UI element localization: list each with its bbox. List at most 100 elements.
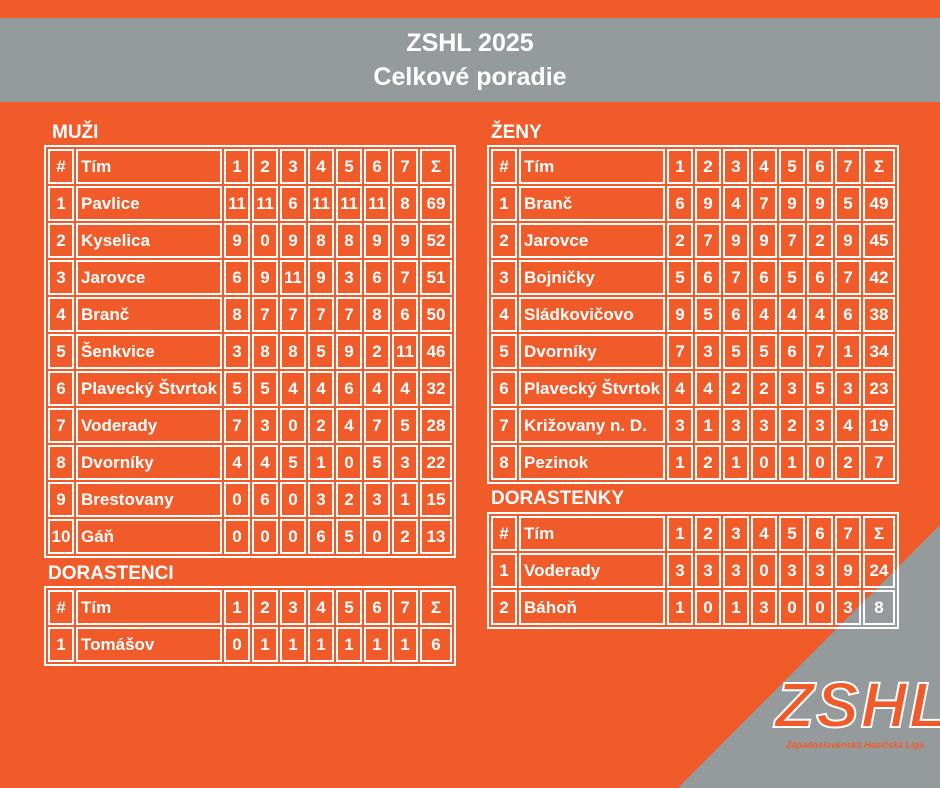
round-score-cell: 9 (308, 260, 334, 295)
round-score-cell: 6 (667, 186, 693, 221)
round-score-cell: 5 (252, 371, 278, 406)
column-header: 7 (392, 149, 418, 184)
round-score-cell: 0 (252, 519, 278, 554)
round-score-cell: 2 (336, 482, 362, 517)
round-score-cell: 2 (779, 408, 805, 443)
round-score-cell: 1 (723, 590, 749, 625)
round-score-cell: 7 (751, 186, 777, 221)
total-cell: 24 (863, 553, 895, 588)
round-score-cell: 8 (252, 334, 278, 369)
round-score-cell: 9 (835, 223, 861, 258)
round-score-cell: 1 (280, 627, 306, 662)
column-header: 1 (667, 149, 693, 184)
round-score-cell: 7 (252, 297, 278, 332)
round-score-cell: 7 (695, 223, 721, 258)
column-header: 4 (751, 516, 777, 551)
total-cell: 46 (420, 334, 452, 369)
column-header: 2 (252, 590, 278, 625)
table-row: 3 Jarovce 6 9 11 9 3 6 7 51 (48, 260, 452, 295)
column-header: 5 (336, 590, 362, 625)
round-score-cell: 4 (280, 371, 306, 406)
round-score-cell: 3 (252, 408, 278, 443)
column-header: 7 (835, 149, 861, 184)
team-cell: Jarovce (519, 223, 665, 258)
total-cell: 38 (863, 297, 895, 332)
round-score-cell: 4 (835, 408, 861, 443)
team-cell: Plavecký Štvrtok (76, 371, 222, 406)
round-score-cell: 4 (779, 297, 805, 332)
header-row: # Tím 1 2 3 4 5 6 7 Σ (491, 149, 895, 184)
round-score-cell: 1 (308, 445, 334, 480)
round-score-cell: 3 (779, 553, 805, 588)
round-score-cell: 5 (835, 186, 861, 221)
total-cell: 6 (420, 627, 452, 662)
round-score-cell: 6 (807, 260, 833, 295)
round-score-cell: 6 (308, 519, 334, 554)
column-header: 3 (280, 590, 306, 625)
table-row: 2 Jarovce 2 7 9 9 7 2 9 45 (491, 223, 895, 258)
round-score-cell: 4 (224, 445, 250, 480)
header: ZSHL 2025 Celkové poradie (0, 18, 940, 102)
round-score-cell: 0 (252, 223, 278, 258)
round-score-cell: 3 (392, 445, 418, 480)
column-header: 3 (723, 149, 749, 184)
round-score-cell: 4 (807, 297, 833, 332)
column-header: 2 (252, 149, 278, 184)
round-score-cell: 0 (336, 445, 362, 480)
column-header: # (491, 516, 517, 551)
rank-cell: 2 (48, 223, 74, 258)
rank-cell: 1 (48, 186, 74, 221)
team-cell: Bojničky (519, 260, 665, 295)
table-row: 10 Gáň 0 0 0 6 5 0 2 13 (48, 519, 452, 554)
team-cell: Šenkvice (76, 334, 222, 369)
table-row: 3 Bojničky 5 6 7 6 5 6 7 42 (491, 260, 895, 295)
round-score-cell: 9 (364, 223, 390, 258)
round-score-cell: 9 (667, 297, 693, 332)
standings-table-zeny: # Tím 1 2 3 4 5 6 7 Σ 1 Branč 6 9 4 7 9 9 5 49 2 Jarovce 2 7 9 9 7… (487, 145, 899, 484)
team-cell: Pezinok (519, 445, 665, 480)
table-row: 5 Šenkvice 3 8 8 5 9 2 11 46 (48, 334, 452, 369)
column-header: Tím (76, 590, 222, 625)
round-score-cell: 9 (280, 223, 306, 258)
round-score-cell: 1 (667, 590, 693, 625)
column-header: 7 (835, 516, 861, 551)
round-score-cell: 6 (336, 371, 362, 406)
total-cell: 32 (420, 371, 452, 406)
rank-cell: 6 (48, 371, 74, 406)
round-score-cell: 6 (779, 334, 805, 369)
column-header: 1 (224, 149, 250, 184)
rank-cell: 1 (491, 186, 517, 221)
column-header: 5 (779, 516, 805, 551)
round-score-cell: 0 (695, 590, 721, 625)
round-score-cell: 7 (667, 334, 693, 369)
section-title-zeny: ŽENY (491, 122, 542, 143)
round-score-cell: 1 (364, 627, 390, 662)
round-score-cell: 0 (224, 627, 250, 662)
round-score-cell: 3 (695, 334, 721, 369)
column-header: 6 (807, 149, 833, 184)
team-cell: Dvorníky (519, 334, 665, 369)
round-score-cell: 5 (667, 260, 693, 295)
logo-subtitle: Západoslovenská Hasičská Liga (785, 740, 925, 750)
round-score-cell: 3 (308, 482, 334, 517)
round-score-cell: 2 (308, 408, 334, 443)
section-title-muzi: MUŽI (52, 122, 99, 143)
round-score-cell: 7 (807, 334, 833, 369)
rank-cell: 7 (491, 408, 517, 443)
round-score-cell: 11 (308, 186, 334, 221)
round-score-cell: 0 (224, 482, 250, 517)
rank-cell: 7 (48, 408, 74, 443)
round-score-cell: 5 (779, 260, 805, 295)
rank-cell: 5 (48, 334, 74, 369)
rank-cell: 2 (491, 223, 517, 258)
column-header: 2 (695, 516, 721, 551)
round-score-cell: 8 (364, 297, 390, 332)
total-cell: 7 (863, 445, 895, 480)
team-cell: Branč (76, 297, 222, 332)
column-header: 4 (751, 149, 777, 184)
header-row: # Tím 1 2 3 4 5 6 7 Σ (48, 590, 452, 625)
rank-cell: 4 (48, 297, 74, 332)
round-score-cell: 5 (224, 371, 250, 406)
round-score-cell: 6 (364, 260, 390, 295)
round-score-cell: 0 (807, 590, 833, 625)
